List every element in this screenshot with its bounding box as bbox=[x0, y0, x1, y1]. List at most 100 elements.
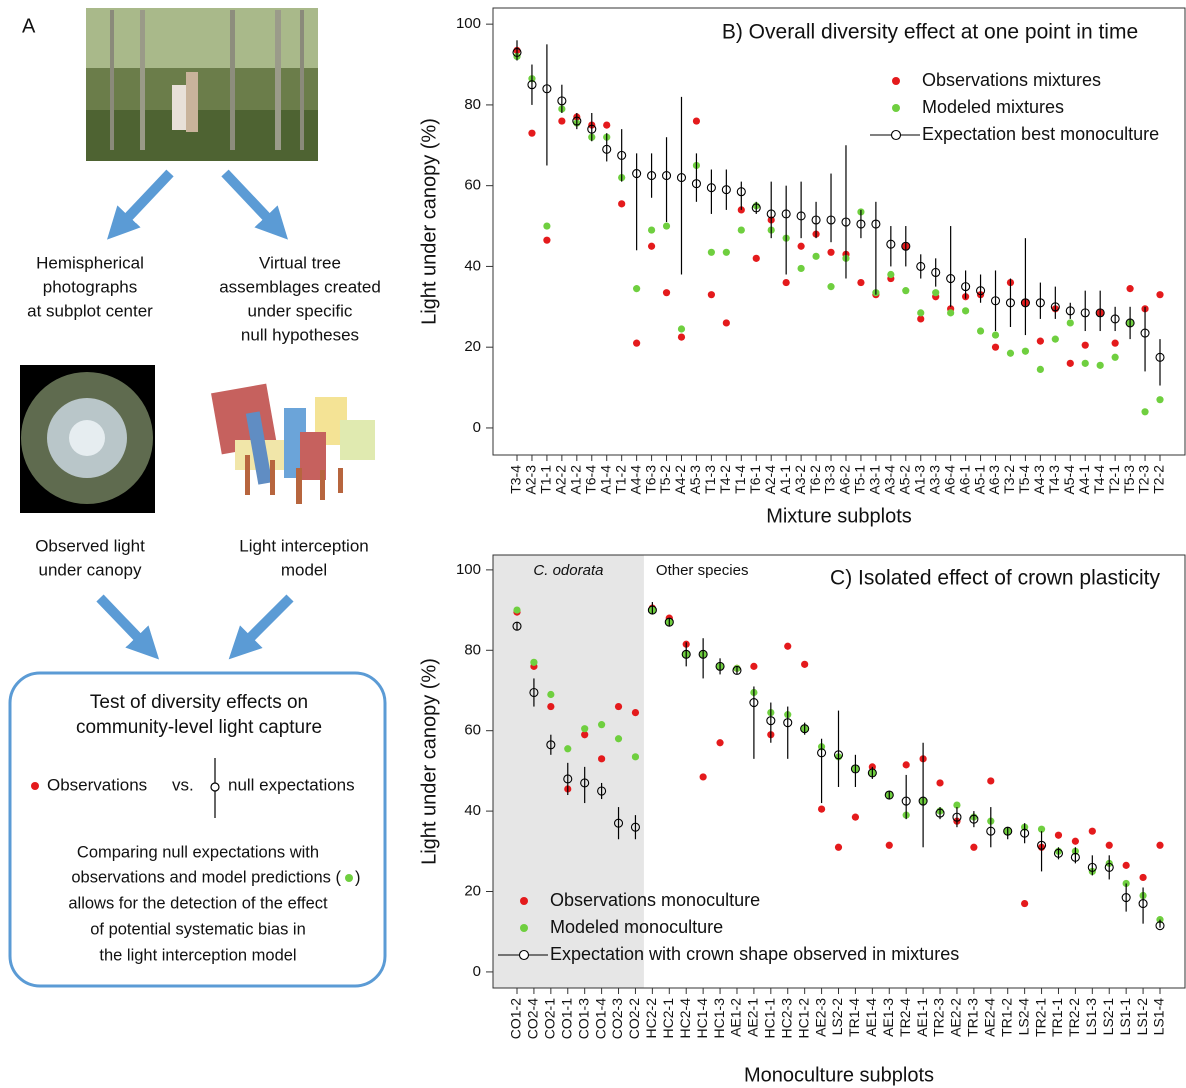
chart-title: B) Overall diversity effect at one point… bbox=[722, 21, 1138, 44]
x-tick-label: TR1-1 bbox=[1049, 998, 1065, 1037]
data-point bbox=[987, 777, 995, 785]
data-point bbox=[797, 242, 805, 250]
x-tick-label: A5-1 bbox=[971, 465, 987, 495]
expectation-point bbox=[901, 241, 911, 251]
x-tick-label: A1-3 bbox=[911, 465, 927, 495]
data-point bbox=[936, 779, 944, 787]
x-tick-label: T1-2 bbox=[612, 465, 628, 494]
x-tick-label: LS1-4 bbox=[1151, 998, 1167, 1036]
expectation-point bbox=[1155, 352, 1165, 362]
x-tick-label: LS2-1 bbox=[1100, 998, 1116, 1036]
data-point bbox=[962, 307, 970, 315]
y-tick-label: 60 bbox=[464, 177, 481, 194]
data-point bbox=[834, 843, 843, 851]
expectation-point bbox=[990, 296, 1001, 306]
expectation-point bbox=[817, 748, 827, 758]
x-tick-label: AE2-4 bbox=[981, 998, 997, 1037]
data-point bbox=[618, 200, 626, 208]
expectation-point bbox=[617, 150, 627, 160]
data-point bbox=[603, 121, 611, 129]
x-tick-label: TR1-4 bbox=[846, 998, 862, 1037]
x-tick-label: T3-4 bbox=[508, 465, 524, 494]
data-point bbox=[991, 343, 1000, 351]
expectation-point bbox=[691, 179, 701, 189]
x-tick-label: AE1-2 bbox=[728, 998, 744, 1037]
fisheye-photo bbox=[20, 365, 155, 513]
data-point bbox=[631, 709, 640, 717]
virtual-trees bbox=[211, 383, 375, 504]
x-tick-label: AE1-3 bbox=[880, 998, 896, 1037]
x-tick-label: T5-1 bbox=[852, 465, 868, 494]
caption: Light interception bbox=[239, 536, 368, 555]
expectation-point bbox=[1140, 328, 1150, 338]
x-tick-label: A3-3 bbox=[926, 465, 942, 495]
data-point bbox=[857, 278, 865, 287]
x-tick-label: TR1-2 bbox=[998, 998, 1014, 1037]
expectation-point bbox=[632, 169, 642, 179]
y-tick-label: 100 bbox=[456, 15, 481, 32]
annotation: C. odorata bbox=[533, 562, 603, 579]
x-tick-label: HC2-2 bbox=[643, 998, 659, 1039]
x-tick-label: A4-2 bbox=[672, 465, 688, 495]
x-tick-label: T6-2 bbox=[807, 465, 823, 494]
y-tick-label: 20 bbox=[464, 338, 481, 355]
caption: under specific bbox=[248, 301, 353, 320]
x-tick-label: LS2-4 bbox=[1015, 998, 1031, 1036]
data-point bbox=[902, 287, 910, 295]
expectation-point bbox=[681, 649, 691, 659]
box-text: null expectations bbox=[228, 775, 355, 794]
x-tick-label: HC2-3 bbox=[778, 998, 794, 1039]
x-tick-label: T5-3 bbox=[1121, 465, 1137, 494]
x-tick-label: AE2-2 bbox=[948, 998, 964, 1037]
data-point bbox=[1105, 841, 1113, 849]
x-tick-label: TR2-4 bbox=[897, 998, 913, 1037]
expectation-point bbox=[976, 286, 986, 296]
data-point bbox=[707, 248, 715, 256]
expectation-point bbox=[572, 116, 582, 126]
x-tick-label: HC2-1 bbox=[660, 998, 676, 1039]
x-tick-label: T4-3 bbox=[1046, 465, 1062, 494]
expectation-point bbox=[1087, 862, 1097, 872]
x-tick-label: HC1-3 bbox=[711, 998, 727, 1039]
data-point bbox=[633, 285, 641, 293]
data-point bbox=[812, 252, 820, 260]
data-point bbox=[1141, 408, 1149, 416]
data-point bbox=[1051, 335, 1059, 343]
expectation-point bbox=[1080, 308, 1090, 318]
data-point bbox=[902, 761, 910, 769]
data-point bbox=[530, 658, 538, 666]
expectation-point bbox=[935, 808, 945, 818]
expectation-point bbox=[886, 239, 896, 249]
expectation-point bbox=[1125, 318, 1135, 328]
y-tick-label: 60 bbox=[464, 722, 481, 739]
data-point bbox=[581, 725, 589, 733]
data-point bbox=[917, 315, 925, 323]
x-tick-label: TR2-3 bbox=[931, 998, 947, 1037]
legend-label: Observations monoculture bbox=[550, 890, 760, 910]
x-tick-label: AE2-3 bbox=[812, 998, 828, 1037]
box-text: allows for the detection of the effect bbox=[68, 894, 328, 912]
data-point bbox=[543, 222, 551, 230]
box-title: community-level light capture bbox=[76, 717, 322, 738]
data-point bbox=[1081, 359, 1089, 367]
expectation-point bbox=[749, 697, 759, 708]
x-tick-label: T1-3 bbox=[702, 465, 718, 494]
y-tick-label: 100 bbox=[456, 561, 481, 578]
expectation-point bbox=[751, 203, 761, 213]
x-tick-label: CO1-1 bbox=[558, 998, 574, 1039]
x-tick-label: A1-2 bbox=[568, 465, 584, 495]
caption: under canopy bbox=[38, 560, 142, 579]
caption: Hemispherical bbox=[36, 253, 144, 272]
data-point bbox=[1096, 361, 1104, 369]
expectation-point bbox=[833, 750, 844, 760]
expectation-point bbox=[867, 768, 877, 778]
x-tick-label: LS1-3 bbox=[1083, 998, 1099, 1036]
data-point bbox=[598, 721, 606, 729]
expectation-point bbox=[512, 47, 522, 57]
expectation-point bbox=[580, 778, 590, 788]
expectation-point bbox=[850, 764, 860, 774]
data-point bbox=[827, 248, 835, 256]
x-tick-label: HC1-2 bbox=[795, 998, 811, 1039]
expectation-point bbox=[732, 665, 742, 675]
expectation-point bbox=[826, 215, 836, 225]
